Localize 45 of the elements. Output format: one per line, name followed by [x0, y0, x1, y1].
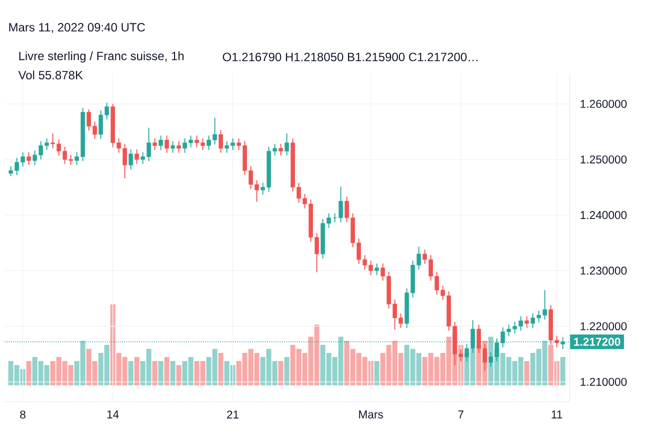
bar — [152, 361, 158, 386]
bar — [134, 356, 140, 386]
y-tick-label: 1.210000 — [580, 378, 627, 386]
x-tick-label: 21 — [227, 410, 239, 418]
candlestick — [128, 148, 133, 170]
bar — [158, 361, 164, 386]
candlestick — [152, 138, 157, 150]
candlestick — [524, 316, 529, 328]
candlestick — [278, 143, 283, 156]
bar — [170, 361, 176, 386]
candlestick — [176, 140, 181, 154]
candlestick — [284, 132, 289, 156]
chart-subtitle: Mars 11, 2022 09:40 UTC — [9, 23, 145, 33]
bar — [278, 361, 284, 386]
ref-line-label: 1.217200 — [574, 338, 620, 346]
x-tick-label: 14 — [107, 410, 119, 418]
x-tick-label: 7 — [458, 410, 464, 418]
candlestick — [338, 186, 343, 223]
bar — [524, 361, 530, 386]
bar — [374, 361, 380, 386]
bar — [560, 356, 566, 386]
bar — [218, 352, 224, 386]
annotation: Vol 55.878K — [18, 70, 83, 80]
candlestick — [218, 130, 223, 154]
bar — [284, 356, 290, 386]
x-tick-label: 8 — [20, 410, 26, 419]
y-tick-label: 1.250000 — [580, 155, 627, 164]
x-tick-label: 11 — [552, 410, 562, 418]
bar — [176, 365, 182, 386]
text: O1.216790 H1.218050 B1.215900 C1.217200… — [222, 52, 478, 62]
x-tick-label: Mars — [359, 410, 383, 418]
bar — [128, 361, 134, 386]
bar — [164, 356, 170, 386]
bar — [26, 361, 32, 386]
candlestick — [134, 148, 139, 164]
candlestick — [26, 152, 31, 166]
y-tick-label: 1.230000 — [580, 266, 627, 275]
chart-title: Livre sterling / Franc suisse, 1h — [19, 51, 184, 63]
y-tick-label: 1.220000 — [580, 322, 627, 330]
y-tick-label: 1.240000 — [580, 211, 627, 220]
candlestick — [374, 262, 379, 276]
candlestick — [164, 135, 169, 154]
candlestick — [170, 140, 175, 154]
candlestick — [158, 135, 163, 150]
y-tick-label: 1.260000 — [580, 100, 627, 108]
